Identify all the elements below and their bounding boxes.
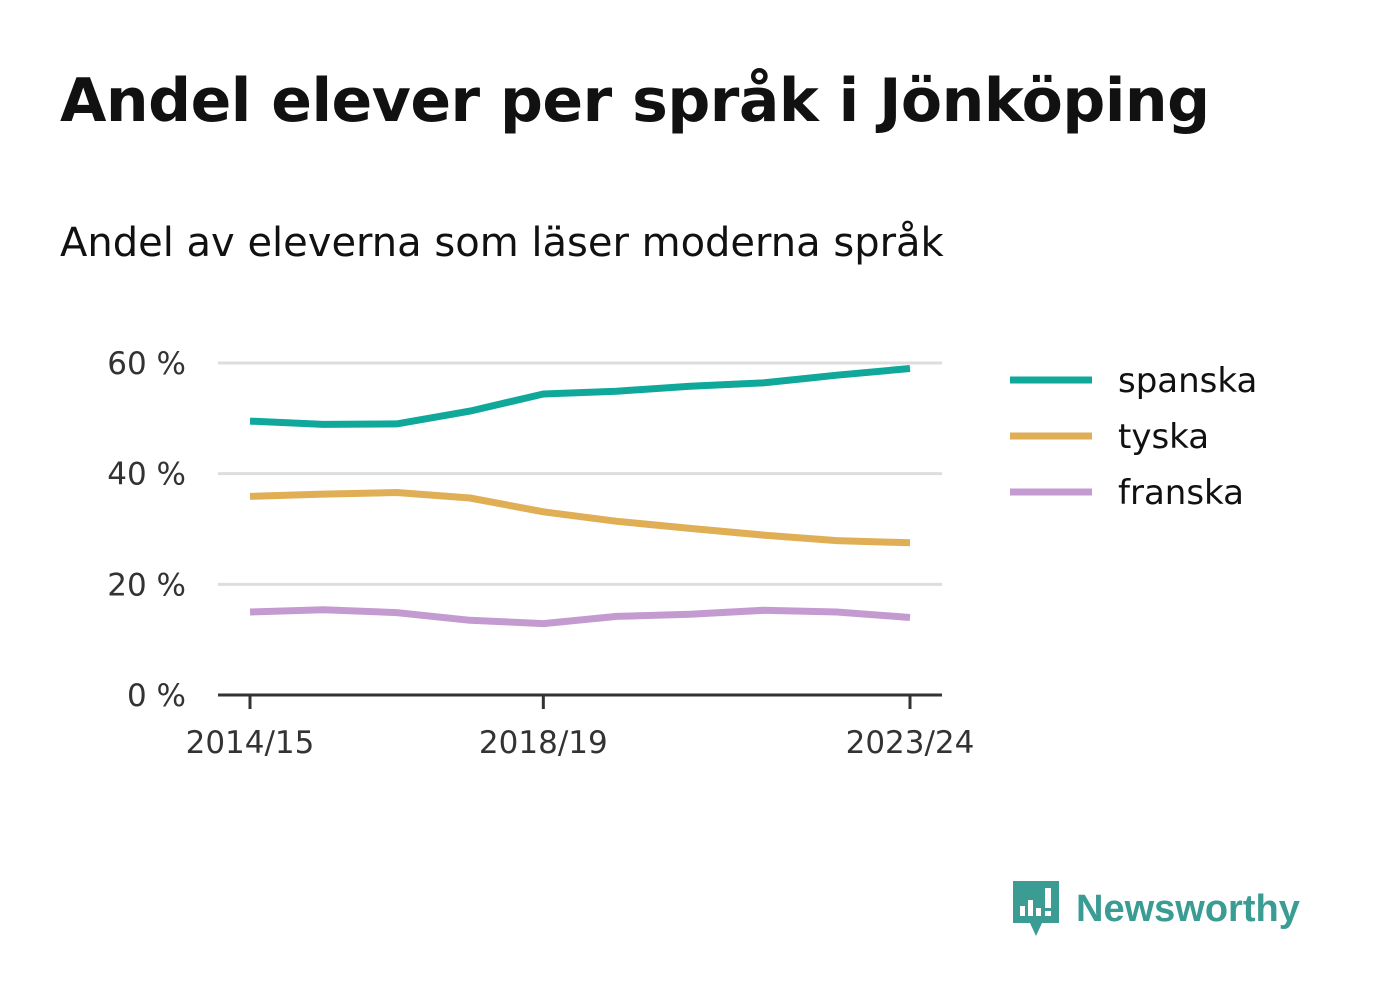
chart-title: Andel elever per språk i Jönköping — [60, 66, 1210, 136]
legend: spanska tyska franska — [1010, 361, 1257, 513]
newsworthy-logo-icon — [1013, 881, 1059, 936]
brand-name: Newsworthy — [1076, 887, 1300, 930]
x-tick-label: 2023/24 — [846, 725, 975, 761]
series-lines — [249, 365, 911, 628]
y-tick-label: 0 % — [127, 678, 186, 714]
grid-lines — [218, 361, 942, 586]
legend-label-spanska: spanska — [1118, 361, 1257, 401]
x-axis: 2014/15 2018/19 2023/24 — [186, 693, 975, 761]
y-tick-label: 60 % — [107, 346, 186, 382]
y-axis: 0 % 20 % 40 % 60 % — [107, 346, 186, 714]
legend-label-tyska: tyska — [1118, 417, 1209, 457]
x-tick-label: 2018/19 — [479, 725, 608, 761]
x-tick-label: 2014/15 — [186, 725, 315, 761]
legend-label-franska: franska — [1118, 473, 1244, 513]
y-tick-label: 40 % — [107, 457, 186, 493]
chart-subtitle: Andel av eleverna som läser moderna språ… — [60, 220, 944, 266]
brand-logo: Newsworthy — [1010, 878, 1300, 940]
series-line-tyska — [249, 489, 911, 547]
series-line-franska — [249, 606, 911, 628]
y-tick-label: 20 % — [107, 567, 186, 603]
series-line-spanska — [249, 365, 911, 428]
